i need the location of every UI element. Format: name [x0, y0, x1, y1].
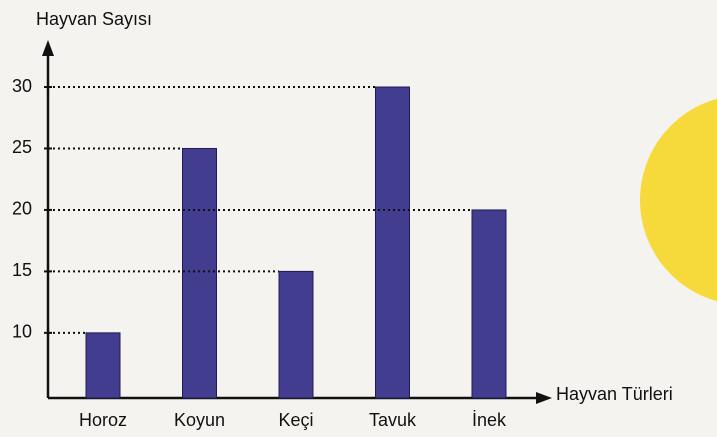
y-axis-label: Hayvan Sayısı	[36, 9, 152, 29]
x-tick-label: Tavuk	[369, 410, 417, 430]
x-tick-label: Horoz	[79, 410, 127, 430]
x-axis-label: Hayvan Türleri	[556, 384, 673, 404]
x-tick-label: İnek	[472, 410, 507, 430]
x-tick-label: Koyun	[174, 410, 225, 430]
chart: Hayvan Sayısı Hayvan Türleri 10 15 20 25 30 H…	[0, 0, 717, 437]
bar	[376, 87, 410, 398]
bar	[472, 210, 506, 398]
bar	[86, 333, 120, 398]
y-tick-label: 25	[12, 137, 32, 157]
bar	[279, 271, 313, 398]
y-tick-label: 30	[12, 76, 32, 96]
y-tick-label: 20	[12, 199, 32, 219]
y-tick-label: 10	[12, 322, 32, 342]
bar	[183, 148, 217, 398]
y-tick-label: 15	[12, 260, 32, 280]
x-tick-label: Keçi	[278, 410, 313, 430]
